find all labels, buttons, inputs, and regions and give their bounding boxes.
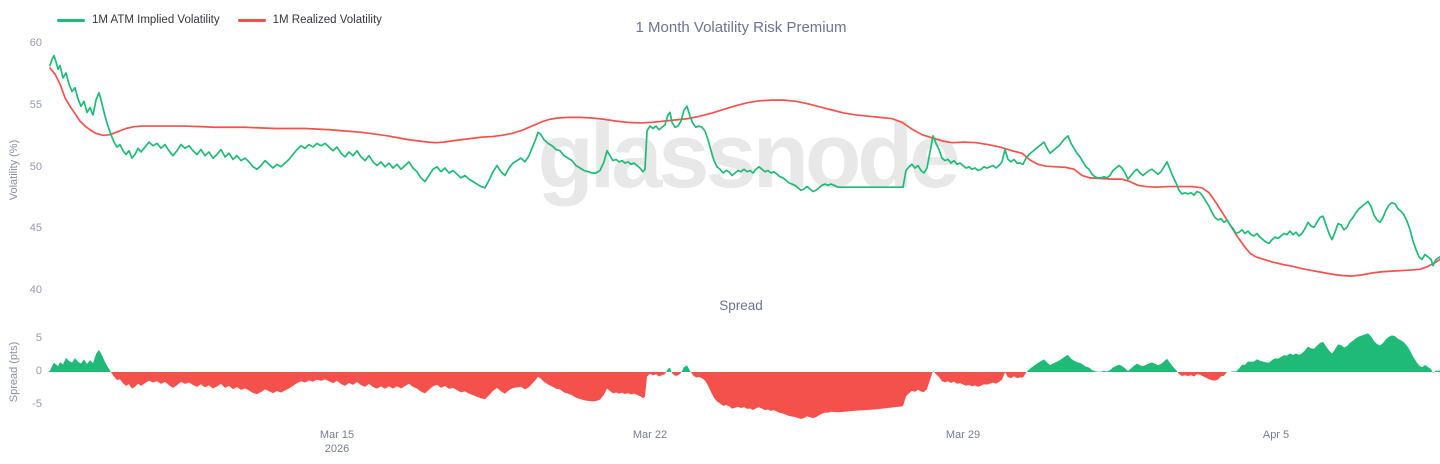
spread-y-tick-label: 0	[35, 365, 42, 377]
implied-volatility-line[interactable]	[49, 54, 1440, 267]
legend-label-realized: 1M Realized Volatility	[272, 14, 382, 26]
legend-item-implied-volatility[interactable]: 1M ATM Implied Volatility	[57, 14, 220, 26]
volatility-y-tick-label: 55	[29, 98, 42, 111]
x-tick-label: Apr 5	[1262, 429, 1290, 441]
implied-volatility-swatch-icon	[57, 18, 85, 22]
realized-volatility-line[interactable]	[49, 67, 1440, 277]
volatility-y-tick-label: 60	[29, 37, 42, 49]
glassnode-watermark: glassnode	[537, 105, 960, 207]
legend: 1M ATM Implied Volatility 1M Realized Vo…	[57, 14, 400, 26]
realized-volatility-swatch-icon	[237, 18, 266, 22]
x-tick-year-label: 2026	[324, 443, 350, 455]
legend-item-realized-volatility[interactable]: 1M Realized Volatility	[237, 14, 382, 26]
spread-subplot-title: Spread	[719, 298, 763, 313]
volatility-y-tick-label: 50	[29, 160, 42, 173]
volatility-y-tick-label: 45	[29, 222, 42, 235]
spread-area-negative[interactable]	[48, 333, 1440, 419]
spread-y-tick-label: 5	[35, 332, 42, 344]
x-tick-label: Mar 15	[319, 429, 355, 441]
legend-label-implied: 1M ATM Implied Volatility	[92, 14, 220, 26]
spread-y-tick-label: -5	[32, 398, 42, 410]
volatility-y-tick-label: 40	[29, 284, 42, 296]
x-tick-label: Mar 22	[632, 429, 668, 441]
x-tick-label: Mar 29	[945, 429, 981, 441]
spread-area-positive[interactable]	[48, 333, 1440, 419]
chart-title: 1 Month Volatility Risk Premium	[635, 19, 847, 36]
